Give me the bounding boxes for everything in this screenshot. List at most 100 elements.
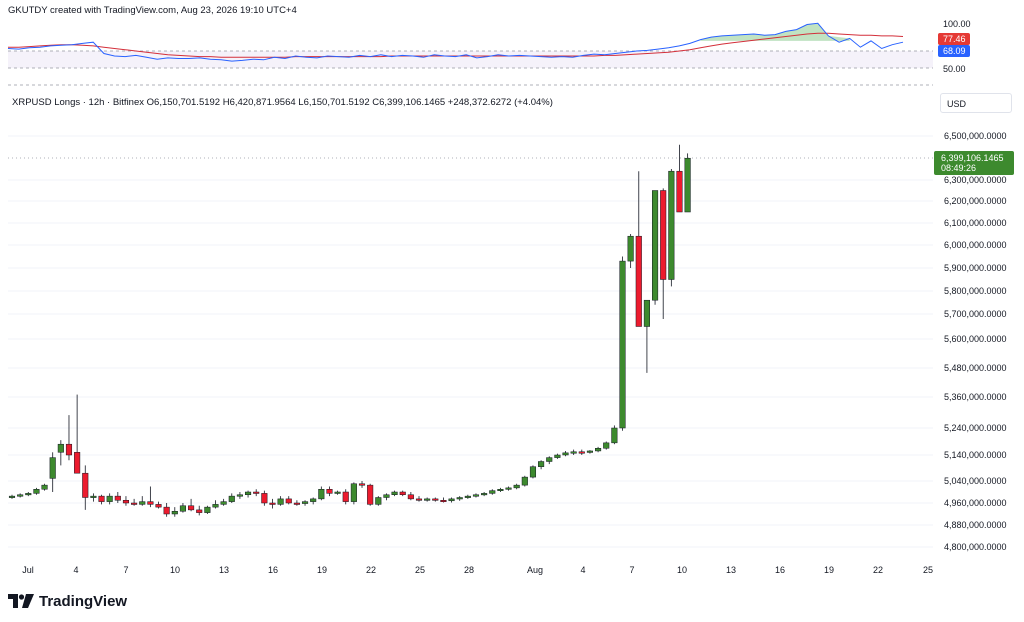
candle-up — [41, 484, 48, 490]
candle-up — [464, 495, 471, 498]
candle-up — [228, 495, 235, 502]
rsi-overbought-fill — [700, 23, 850, 41]
time-label: 25 — [415, 565, 425, 575]
ohlc-close: C6,399,106.1465 — [372, 97, 446, 108]
tradingview-logo-icon — [8, 594, 34, 608]
candle-up — [586, 450, 593, 453]
price-label: 6,300,000.0000 — [944, 175, 1007, 185]
rsi-line — [7, 22, 904, 62]
candle-up — [318, 489, 325, 500]
price-label: 6,000,000.0000 — [944, 240, 1007, 250]
time-label: 28 — [464, 565, 474, 575]
rsi-value: 68.09 — [943, 46, 966, 56]
candle-down — [293, 502, 300, 505]
candle-up — [49, 457, 56, 479]
tradingview-logo[interactable]: TradingView — [8, 591, 127, 611]
candle-up — [554, 454, 561, 458]
last-price-tag — [934, 151, 1014, 175]
candle-down — [74, 452, 81, 474]
candle-up — [529, 466, 537, 478]
price-label: 5,800,000.0000 — [944, 286, 1007, 296]
time-label: 22 — [873, 565, 883, 575]
price-label: 5,480,000.0000 — [944, 363, 1007, 373]
candle-down — [114, 495, 121, 501]
candle-up — [595, 448, 602, 452]
candle-up — [57, 443, 64, 453]
candle-down — [82, 472, 89, 498]
candle-up — [310, 498, 317, 502]
time-label: 7 — [123, 565, 128, 575]
candle-up — [505, 487, 512, 490]
candle-up — [652, 190, 659, 301]
ohlc-change: +248,372.6272 (+4.04%) — [447, 97, 553, 108]
candle-up — [8, 495, 16, 498]
candle-up — [448, 498, 455, 502]
candle-up — [25, 493, 32, 496]
candle-down — [326, 489, 333, 494]
price-label: 5,600,000.0000 — [944, 334, 1007, 344]
candle-up — [424, 498, 431, 501]
candle-down — [358, 483, 366, 486]
ohlc-low: L6,150,701.5192 — [298, 97, 370, 108]
time-scale: Jul 4 7 10 13 16 19 22 25 28 Aug 4 7 10 13 16 19 22 25 — [22, 565, 933, 575]
time-label: 10 — [677, 565, 687, 575]
price-label: 4,800,000.0000 — [944, 542, 1007, 552]
candle-down — [407, 494, 414, 500]
candle-up — [627, 235, 634, 262]
rsi-label-50: 50.00 — [943, 64, 966, 74]
candle-up — [570, 451, 577, 454]
countdown-timer: 08:49:26 — [941, 163, 976, 173]
price-label: 5,140,000.0000 — [944, 450, 1007, 460]
rsi-band — [8, 51, 933, 68]
price-label: 6,500,000.0000 — [944, 131, 1007, 141]
candle-up — [171, 511, 178, 515]
price-label: 5,700,000.0000 — [944, 309, 1007, 319]
candle-up — [538, 461, 545, 467]
candles — [8, 144, 691, 517]
price-label: 5,240,000.0000 — [944, 423, 1007, 433]
rsi-ma-line — [8, 32, 904, 58]
candle-up — [236, 494, 243, 497]
candle-up — [643, 299, 650, 327]
candle-down — [285, 498, 292, 504]
candle-down — [122, 500, 130, 504]
candle-up — [106, 495, 113, 502]
candle-up — [513, 484, 520, 489]
price-scale: 6,500,000.0000 6,300,000.0000 6,200,000.00… — [944, 131, 1007, 552]
time-label: 10 — [170, 565, 180, 575]
candle-down — [432, 498, 439, 501]
candle-down — [261, 493, 268, 504]
candle-down — [65, 443, 73, 456]
rsi-ma-tag — [938, 33, 970, 45]
candle-up — [481, 493, 488, 496]
price-label: 5,040,000.0000 — [944, 476, 1007, 486]
time-label: 16 — [268, 565, 278, 575]
currency-button[interactable]: USD — [940, 93, 1012, 113]
candle-up — [546, 457, 553, 462]
candle-down — [367, 484, 374, 505]
symbol-title: XRPUSD Longs · 12h · Bitfinex — [12, 97, 145, 108]
rsi-label-100: 100.00 — [943, 19, 971, 29]
candle-up — [179, 505, 186, 512]
last-price-value: 6,399,106.1465 — [941, 153, 1004, 163]
time-label: 22 — [366, 565, 376, 575]
candle-down — [676, 170, 683, 213]
brand-name: TradingView — [39, 592, 128, 610]
candle-up — [220, 501, 227, 505]
candle-down — [635, 235, 642, 327]
time-label: 7 — [629, 565, 634, 575]
candle-down — [253, 491, 260, 494]
candle-up — [33, 489, 40, 494]
candle-down — [196, 509, 203, 513]
ohlc-legend: XRPUSD Longs · 12h · Bitfinex O6,150,701… — [12, 97, 553, 108]
price-label: 6,200,000.0000 — [944, 196, 1007, 206]
candle-up — [521, 476, 528, 486]
price-grid — [8, 135, 933, 548]
candle-up — [139, 501, 146, 505]
candle-up — [668, 170, 675, 280]
candle-up — [497, 489, 504, 491]
price-label: 6,100,000.0000 — [944, 218, 1007, 228]
time-label: 13 — [219, 565, 229, 575]
price-label: 5,360,000.0000 — [944, 392, 1007, 402]
